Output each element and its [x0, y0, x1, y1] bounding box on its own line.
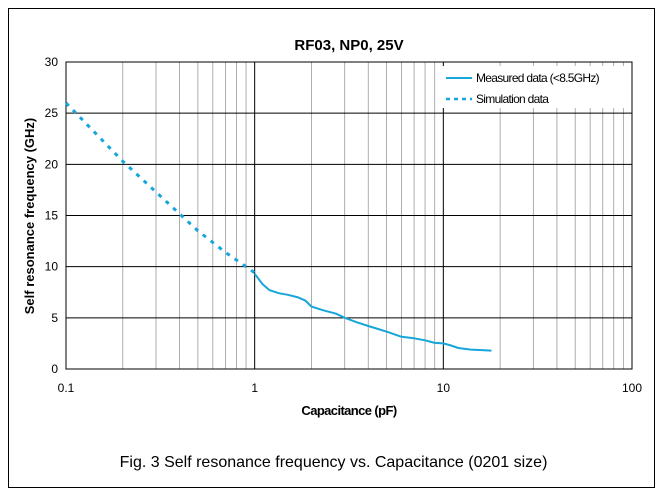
chart-title: RF03, NP0, 25V: [294, 37, 403, 54]
y-tick-label: 20: [45, 157, 59, 171]
y-tick-label: 15: [45, 209, 59, 223]
series-line-measured: [253, 273, 492, 352]
figure-caption: Fig. 3 Self resonance frequency vs. Capa…: [119, 454, 548, 471]
x-tick-label: 10: [437, 381, 451, 395]
y-tick-label: 10: [45, 260, 59, 274]
y-axis-label: Self resonance frequency (GHz): [22, 118, 37, 315]
y-tick-label: 5: [51, 311, 58, 325]
legend-label-simulation: Simulation data: [476, 92, 549, 106]
x-tick-label: 1: [251, 381, 258, 395]
series-line-simulation: [64, 101, 256, 275]
x-tick-label: 0.1: [58, 381, 75, 395]
x-axis-label: Capacitance (pF): [301, 403, 396, 418]
y-tick-label: 25: [45, 106, 59, 120]
x-tick-label: 100: [622, 381, 642, 395]
y-tick-label: 0: [51, 362, 58, 376]
plot-area: [65, 61, 633, 370]
legend-label-measured: Measured data (<8.5GHz): [476, 71, 600, 85]
y-tick-label: 30: [45, 55, 59, 69]
legend-box: [440, 66, 628, 108]
